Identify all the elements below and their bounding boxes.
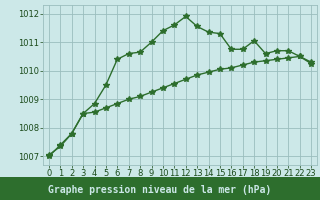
- Text: Graphe pression niveau de la mer (hPa): Graphe pression niveau de la mer (hPa): [48, 185, 272, 195]
